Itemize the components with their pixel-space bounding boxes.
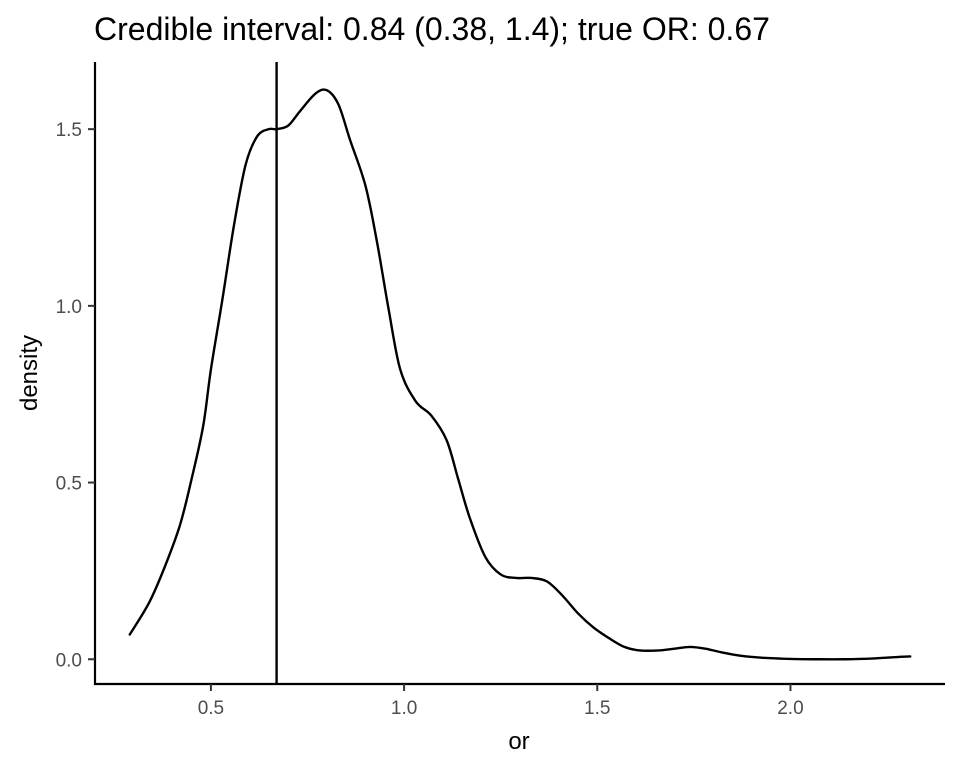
y-axis-ticks: 0.0 0.5 1.0 1.5	[56, 120, 95, 671]
x-tick-label: 1.0	[391, 698, 417, 719]
y-tick-label: 0.5	[56, 474, 82, 495]
y-axis-title: density	[16, 335, 43, 411]
x-axis-ticks: 0.5 1.0 1.5 2.0	[198, 684, 804, 719]
density-curve	[128, 88, 912, 661]
x-tick-label: 2.0	[777, 698, 803, 719]
x-tick-label: 1.5	[584, 698, 610, 719]
plot-area: 0.0 0.5 1.0 1.5 0.5 1.0 1.5 2.0	[56, 62, 945, 719]
x-axis-title: or	[508, 728, 529, 755]
y-tick-label: 0.0	[56, 650, 82, 671]
y-tick-label: 1.5	[56, 120, 82, 141]
x-tick-label: 0.5	[198, 698, 224, 719]
chart-title: Credible interval: 0.84 (0.38, 1.4); tru…	[94, 11, 770, 47]
y-tick-label: 1.0	[56, 297, 82, 318]
